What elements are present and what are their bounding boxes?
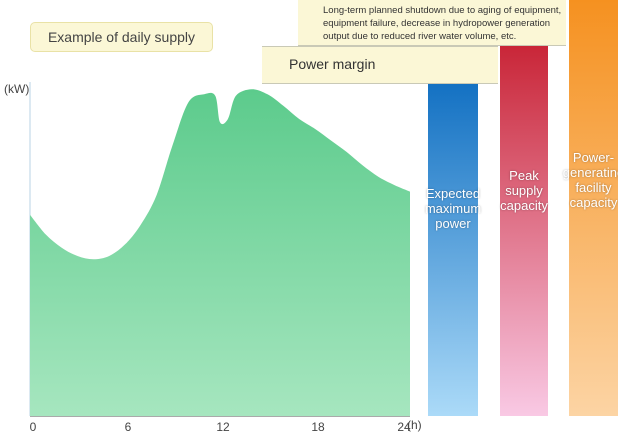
bar-label-line: power [435, 216, 471, 231]
bar-label-line: capacity [500, 198, 548, 213]
bar-label-line: Peak [509, 168, 539, 183]
x-tick-label: 0 [30, 420, 37, 434]
bar-label-line: Expected [425, 186, 481, 201]
shutdown-note-line: Long-term planned shutdown due to aging … [323, 5, 562, 16]
bar-label-line: facility [575, 180, 612, 195]
supply-bar [569, 0, 618, 416]
y-axis-label: (kW) [4, 82, 30, 96]
shutdown-band [298, 0, 566, 46]
bar-label: Power-generatingfacilitycapacity [562, 150, 618, 210]
supply-bar [500, 46, 548, 416]
x-axis-unit: (h) [407, 418, 422, 432]
demand-area [30, 89, 410, 416]
shutdown-note: Long-term planned shutdown due to aging … [323, 4, 571, 43]
bar-label-line: Power- [572, 150, 615, 165]
x-tick-label: 6 [125, 420, 132, 434]
bar-label-line: maximum [424, 201, 482, 216]
chart-title: Example of daily supply [30, 22, 213, 52]
x-tick-label: 18 [311, 420, 325, 434]
supply-bar [428, 80, 478, 416]
x-tick-label: 12 [216, 420, 230, 434]
shutdown-note-line: output due to reduced river water volume… [323, 31, 517, 42]
bar-label-line: capacity [569, 195, 618, 210]
power-margin-label: Power margin [289, 56, 376, 72]
bar-label: Peak supply capacity [492, 168, 556, 213]
bar-label-line: generating [562, 165, 618, 180]
power-margin-band [262, 46, 498, 84]
shutdown-note-line: equipment failure, decrease in hydropowe… [323, 18, 551, 29]
bar-label-line: supply [505, 183, 543, 198]
x-tick-label: 24 [397, 420, 411, 434]
bar-label: Expected maximum power [421, 186, 485, 231]
